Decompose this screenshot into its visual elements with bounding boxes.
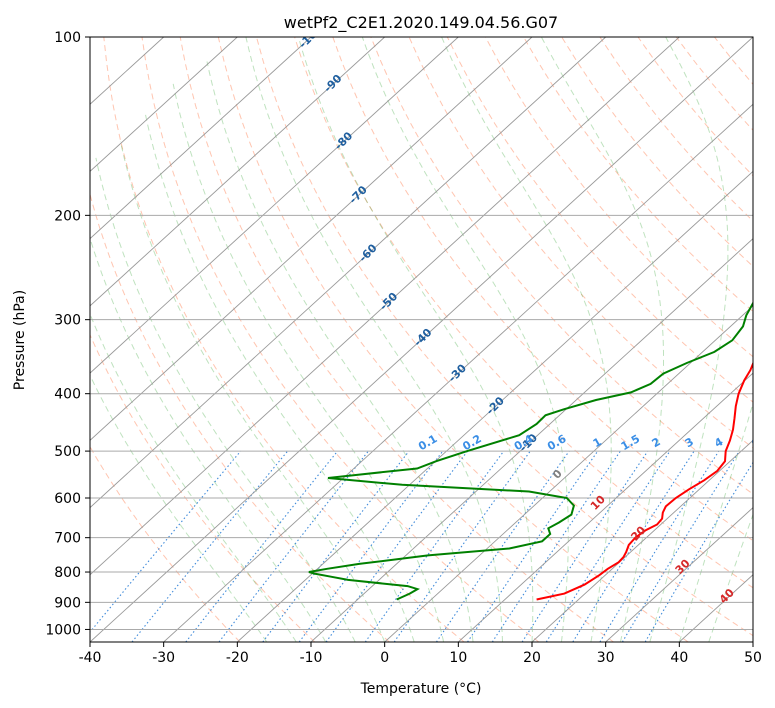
mixing-ratio-line: [364, 450, 505, 642]
x-tick-label: 0: [380, 650, 389, 666]
dewpoint-line: [308, 256, 753, 601]
mixing-ratio-line: [521, 450, 649, 642]
moist-adiabat-line: [206, 61, 474, 642]
mixing-ratio-line: [545, 450, 671, 642]
moist-adiabat-line: [245, 37, 503, 642]
mixing-ratio-label: 6: [749, 435, 762, 450]
moist-adiabat-line: [172, 83, 445, 642]
y-axis-label: Pressure (hPa): [12, 290, 28, 390]
x-tick-label: -20: [226, 650, 249, 666]
isotherm-line: [90, 37, 533, 441]
series-layer: [308, 256, 753, 601]
isotherm-line: [310, 238, 753, 642]
isotherm-line: [236, 170, 753, 642]
y-tick-label: 200: [54, 208, 81, 224]
y-tick-label: 300: [54, 313, 81, 329]
mixing-ratio-line: [491, 450, 621, 642]
grid: [90, 37, 753, 642]
moist-adiabat-line: [90, 374, 268, 642]
y-tick-label: 400: [54, 387, 81, 403]
mixing-ratio-line: [325, 450, 468, 642]
isotherm-line: [90, 37, 753, 642]
x-axis-label: Temperature (°C): [360, 681, 482, 697]
dry-adiabat-line: [90, 192, 390, 642]
dry-adiabat-line: [332, 37, 753, 542]
y-tick-label: 1000: [45, 622, 81, 638]
x-tick-label: -10: [300, 650, 323, 666]
x-tick-label: 30: [597, 650, 615, 666]
y-tick-label: 700: [54, 531, 81, 547]
dry-adiabat-line: [752, 37, 753, 39]
isotherm-line: [605, 506, 753, 642]
moist-adiabat-line: [144, 114, 415, 642]
chart-title: wetPf2_C2E1.2020.149.04.56.G07: [284, 13, 558, 33]
dry-adiabat-line: [370, 37, 753, 495]
dry-adiabat-line: [408, 37, 753, 449]
x-tick-label: -40: [79, 650, 102, 666]
dry-adiabat-line: [217, 37, 689, 642]
isotherm-line: [384, 305, 753, 642]
x-tick-label: 10: [449, 650, 467, 666]
isotherm-line: [752, 641, 753, 642]
moist-adiabat-line: [678, 401, 753, 642]
isotherm-line: [90, 37, 386, 307]
isotherm-line: [90, 37, 680, 576]
x-tick-label: -30: [152, 650, 175, 666]
moist-adiabat-line: [441, 37, 612, 642]
isotherm-line: [163, 103, 753, 642]
y-tick-label: 500: [54, 444, 81, 460]
moist-adiabat-line: [540, 37, 664, 642]
x-tick-label: 50: [744, 650, 762, 666]
x-tick-label: 20: [523, 650, 541, 666]
mixing-ratio-line: [621, 450, 740, 642]
moist-adiabat-line: [90, 236, 327, 642]
y-tick-label: 900: [54, 595, 81, 611]
mixing-ratio-line: [90, 450, 242, 633]
isotherm-line: [457, 372, 753, 642]
isotherm-line: [531, 439, 753, 642]
dry-adiabat-line: [294, 37, 753, 589]
isotherm-line: [90, 37, 459, 374]
mixing-ratio-line: [262, 450, 410, 642]
x-tick-label: 40: [670, 650, 688, 666]
moist-adiabat-line: [90, 312, 297, 642]
mixing-ratio-line: [435, 450, 570, 642]
y-tick-label: 100: [54, 30, 81, 46]
temperature-line: [536, 361, 753, 601]
axes: -40 -30 -20 -10 0 10 20 30 40 50 100 200 300 400 500 60…: [45, 30, 762, 666]
mixing-ratio-line: [131, 450, 289, 642]
mixing-ratio-line: [467, 450, 599, 642]
dry-adiabat-line: [141, 37, 540, 642]
moist-adiabat-line: [297, 37, 534, 642]
moist-adiabat-line: [361, 37, 569, 642]
moist-adiabat-line: [708, 513, 753, 642]
isotherm-line: [90, 37, 238, 173]
dry-adiabat-line: [103, 37, 465, 642]
mixing-ratio-line: [185, 450, 339, 642]
dry-adiabat-line: [446, 37, 753, 403]
dry-adiabat-line: [484, 37, 753, 358]
y-tick-label: 600: [54, 491, 81, 507]
y-tick-label: 800: [54, 565, 81, 581]
dry-adiabat-line: [523, 37, 753, 313]
isotherm-line: [90, 37, 312, 240]
mixing-ratio-line: [572, 450, 695, 642]
dry-adiabat-line: [256, 37, 753, 637]
moist-adiabat-line: [649, 37, 729, 642]
isotherm-line: [90, 37, 607, 509]
plot-frame: [89, 36, 754, 643]
